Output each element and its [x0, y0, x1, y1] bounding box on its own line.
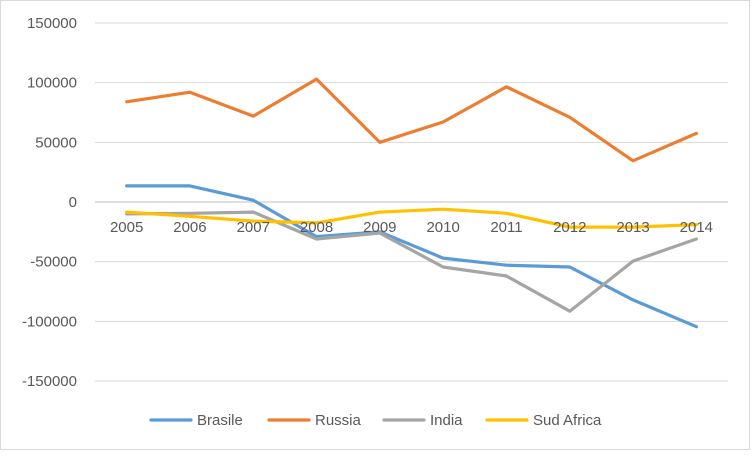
x-tick-label: 2012 [553, 219, 586, 236]
x-tick-label: 2014 [680, 219, 713, 236]
x-tick-label: 2008 [300, 219, 333, 236]
y-tick-label: -150000 [22, 373, 77, 390]
y-tick-label: 100000 [27, 75, 77, 92]
y-tick-label: -50000 [30, 254, 77, 271]
gridlines [95, 23, 728, 381]
y-axis-ticks: 150000 100000 50000 0 -50000 -100000 -150000 [22, 15, 77, 390]
x-tick-label: 2011 [490, 219, 522, 236]
series-line-brasile [127, 186, 697, 327]
legend: Brasile Russia India Sud Africa [151, 412, 602, 429]
y-tick-label: 0 [69, 194, 77, 211]
x-tick-label: 2010 [426, 219, 459, 236]
x-axis-ticks: 2005 2006 2007 2008 2009 2010 2011 2012 2013 2014 [110, 219, 713, 236]
series-lines [127, 79, 697, 327]
x-tick-label: 2009 [363, 219, 396, 236]
x-tick-label: 2013 [616, 219, 649, 236]
x-tick-label: 2005 [110, 219, 143, 236]
legend-label: Brasile [197, 412, 243, 429]
y-tick-label: 150000 [27, 15, 77, 32]
series-line-russia [127, 79, 697, 161]
y-tick-label: -100000 [22, 313, 77, 330]
legend-label: India [430, 412, 463, 429]
y-tick-label: 50000 [35, 134, 77, 151]
legend-label: Russia [315, 412, 362, 429]
legend-label: Sud Africa [533, 412, 602, 429]
x-tick-label: 2006 [173, 219, 206, 236]
x-tick-label: 2007 [237, 219, 270, 236]
